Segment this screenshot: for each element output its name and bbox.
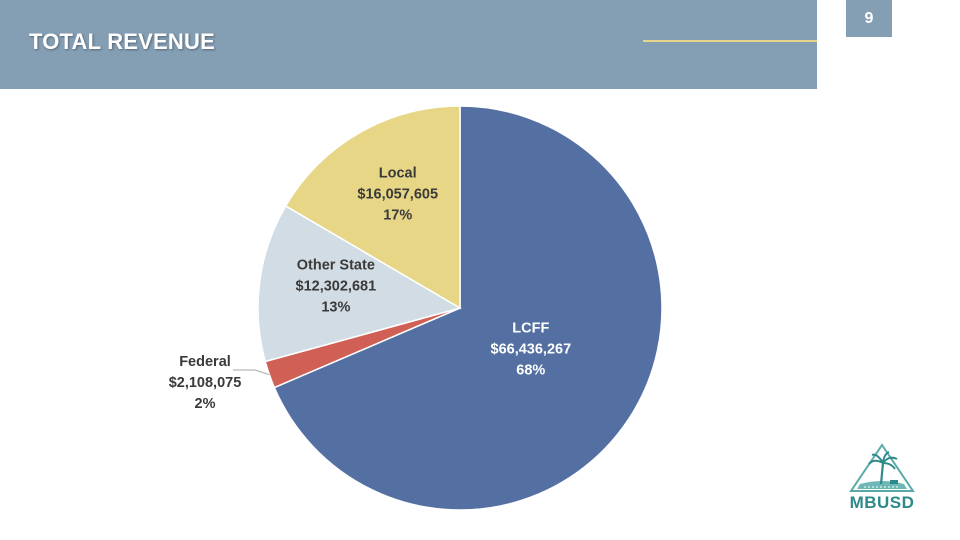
leader-line-federal [233, 369, 270, 376]
slice-label-federal-name: Federal [179, 354, 231, 370]
slice-label-other-state-name: Other State [297, 258, 375, 274]
slice-label-other-state-amount: $12,302,681 [296, 279, 377, 295]
slice-label-lcff-amount: $66,436,267 [491, 342, 572, 358]
logo-text: MBUSD [849, 493, 915, 512]
pie-slice-lcff [273, 105, 663, 511]
slice-label-local-amount: $16,057,605 [357, 186, 438, 202]
slice-label-local-name: Local [379, 165, 417, 181]
header-bar [0, 0, 817, 89]
pie-slice-local [284, 105, 461, 310]
slice-label-local-percent: 17% [383, 207, 412, 223]
pie-slice-other-state [257, 204, 462, 363]
slice-label-lcff-percent: 68% [516, 363, 545, 379]
palm-tree-icon [849, 443, 915, 492]
slice-label-federal-amount: $2,108,075 [169, 375, 242, 391]
slide-title: TOTAL REVENUE [29, 29, 215, 54]
slice-label-federal-percent: 2% [195, 396, 216, 412]
mbusd-logo: MBUSD [844, 440, 920, 516]
slice-label-other-state-percent: 13% [321, 300, 350, 316]
page-number: 9 [846, 0, 892, 37]
accent-line [643, 40, 817, 42]
slice-label-lcff-name: LCFF [512, 321, 549, 337]
